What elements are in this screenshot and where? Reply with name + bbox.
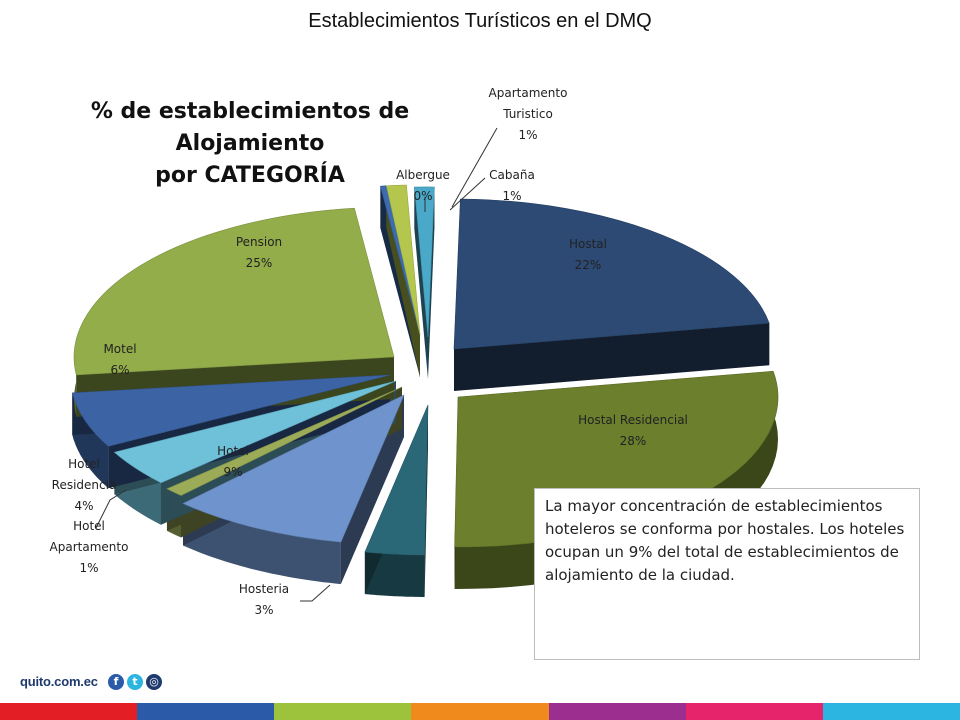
slice-hostal[interactable] bbox=[453, 198, 770, 350]
leader-line bbox=[95, 489, 127, 529]
slice-label-pension: Pension 25% bbox=[236, 235, 282, 270]
slice-label-hostal: Hostal 22% bbox=[569, 237, 607, 272]
leader-line bbox=[451, 127, 498, 208]
slice-labels: Hostal 22% Hostal Residencial 28% Hosteria 3%… bbox=[50, 86, 688, 617]
instagram-icon[interactable]: ◎ bbox=[146, 674, 162, 690]
chart-title-line-1: % de establecimientos de Alojamiento bbox=[90, 99, 410, 156]
slice-label-apartamento-turistico: Apartamento Turistico 1% bbox=[489, 86, 568, 142]
stripe-segment bbox=[137, 703, 275, 720]
page-title: Establecimientos Turísticos en el DMQ bbox=[308, 10, 652, 32]
slice-motel[interactable] bbox=[71, 374, 391, 447]
facebook-icon[interactable]: f bbox=[108, 674, 124, 690]
slice-label-hostal-residencial: Hostal Residencial 28% bbox=[578, 413, 688, 448]
stripe-segment bbox=[274, 703, 412, 720]
slice-label-motel: Motel 6% bbox=[103, 342, 136, 377]
chart-title-line-2: por CATEGORÍA bbox=[155, 163, 345, 188]
chart-title: % de establecimientos de Alojamiento por… bbox=[20, 96, 480, 192]
slice-hosteria[interactable] bbox=[364, 404, 429, 556]
slice-label-caba-a: Cabaña 1% bbox=[489, 168, 535, 203]
stripe-segment bbox=[0, 703, 138, 720]
slice-label-hosteria: Hosteria 3% bbox=[239, 582, 289, 617]
twitter-icon[interactable]: t bbox=[127, 674, 143, 690]
slice-label-hotel: Hotel 9% bbox=[217, 444, 249, 479]
note-box: La mayor concentración de establecimient… bbox=[534, 488, 920, 660]
stripe-segment bbox=[411, 703, 549, 720]
stripe-segment bbox=[822, 703, 960, 720]
slice-wall bbox=[454, 323, 770, 391]
slice-label-albergue: Albergue 0% bbox=[396, 168, 450, 203]
slice-wall bbox=[428, 187, 435, 379]
leader-lines bbox=[95, 127, 498, 602]
stripe-segment bbox=[685, 703, 823, 720]
stripe-segment bbox=[548, 703, 686, 720]
slice-wall bbox=[414, 187, 428, 379]
color-stripe bbox=[0, 703, 960, 720]
slice-hotel-apartamento[interactable] bbox=[166, 386, 403, 496]
slice-side-hosteria bbox=[364, 552, 425, 597]
slice-apartamento-turistico[interactable] bbox=[386, 184, 421, 336]
leader-line bbox=[300, 584, 331, 602]
slice-hotel[interactable] bbox=[182, 394, 405, 543]
site-logo[interactable]: quito.com.ec bbox=[20, 674, 98, 689]
leader-line bbox=[449, 177, 486, 211]
slice-pension[interactable] bbox=[73, 207, 395, 376]
slice-label-hotel-residencia: Hotel Residencia 4% bbox=[52, 457, 117, 513]
slice-caba-a[interactable] bbox=[414, 186, 435, 338]
slice-hotel-residencia[interactable] bbox=[113, 380, 397, 484]
slice-label-hotel-apartamento: Hotel Apartamento 1% bbox=[50, 519, 129, 575]
